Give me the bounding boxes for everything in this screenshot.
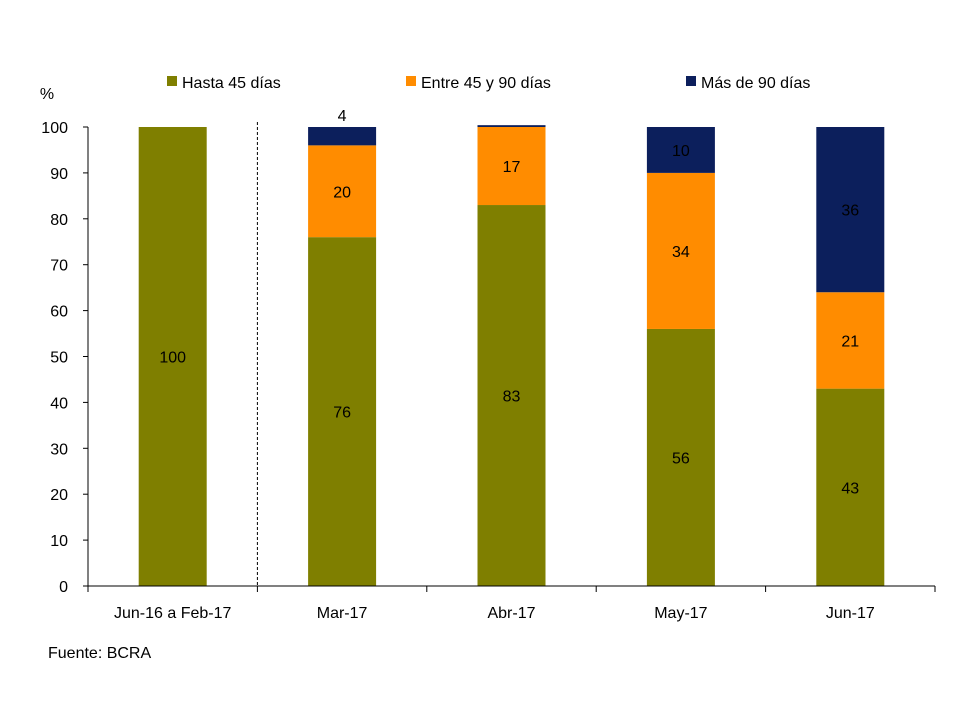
bar-segment: [477, 127, 546, 206]
data-label: 83: [503, 389, 521, 406]
legend-entry-label: Entre 45 y 90 días: [421, 75, 551, 92]
data-label: 21: [841, 333, 859, 350]
bar-segment: [646, 172, 715, 329]
y-tick-label: 60: [50, 304, 68, 321]
legend-swatch: [406, 76, 416, 86]
legend-entry-label: Más de 90 días: [701, 75, 810, 92]
data-label: 36: [841, 203, 859, 220]
data-label: 34: [672, 244, 690, 261]
y-tick-label: 40: [50, 395, 68, 412]
y-tick-label: 10: [50, 533, 68, 550]
bar-segment: [308, 127, 377, 146]
data-label: 76: [333, 405, 351, 422]
data-label: 17: [503, 159, 521, 176]
bar-segment: [816, 388, 885, 586]
bar-segment: [477, 125, 546, 127]
axes-group: 0 10 20 30 40 50 60 70 80 90 100 Jun-16 a Feb-17 Mar…: [41, 120, 936, 622]
bar-segment: [477, 205, 546, 586]
chart-legend: Hasta 45 días Entre 45 y 90 días Más de 90…: [167, 75, 810, 92]
legend-swatch: [167, 76, 177, 86]
x-category-label: May-17: [654, 605, 707, 622]
bar-segment: [308, 145, 377, 238]
data-label: 43: [841, 480, 859, 497]
y-tick-label: 20: [50, 487, 68, 504]
y-tick-label: 100: [41, 120, 68, 137]
data-labels-group: 100 76 20 4 83 17 56 34 10 43 21 36: [159, 108, 859, 497]
data-label: 100: [159, 350, 186, 367]
source-note: Fuente: BCRA: [48, 645, 152, 662]
bar-segment: [308, 237, 377, 586]
x-category-label: Mar-17: [317, 605, 368, 622]
bar-segment: [816, 127, 885, 293]
x-category-label: Jun-16 a Feb-17: [114, 605, 232, 622]
bar-segment: [646, 127, 715, 173]
x-category-label: Abr-17: [487, 605, 535, 622]
legend-entry-label: Hasta 45 días: [182, 75, 281, 92]
bars-group: [138, 125, 885, 586]
bar-segment: [646, 328, 715, 586]
bar-segment: [138, 127, 207, 586]
y-tick-label: 90: [50, 166, 68, 183]
data-label: 56: [672, 450, 690, 467]
y-axis-unit-label: %: [40, 86, 54, 103]
y-tick-label: 30: [50, 441, 68, 458]
x-category-label: Jun-17: [826, 605, 875, 622]
y-tick-label: 50: [50, 350, 68, 367]
y-tick-label: 80: [50, 212, 68, 229]
data-label: 10: [672, 143, 690, 160]
data-label: 20: [333, 184, 351, 201]
data-label: 4: [338, 108, 347, 125]
legend-swatch: [686, 76, 696, 86]
y-tick-label: 70: [50, 258, 68, 275]
bar-segment: [816, 292, 885, 389]
y-tick-label: 0: [59, 579, 68, 596]
